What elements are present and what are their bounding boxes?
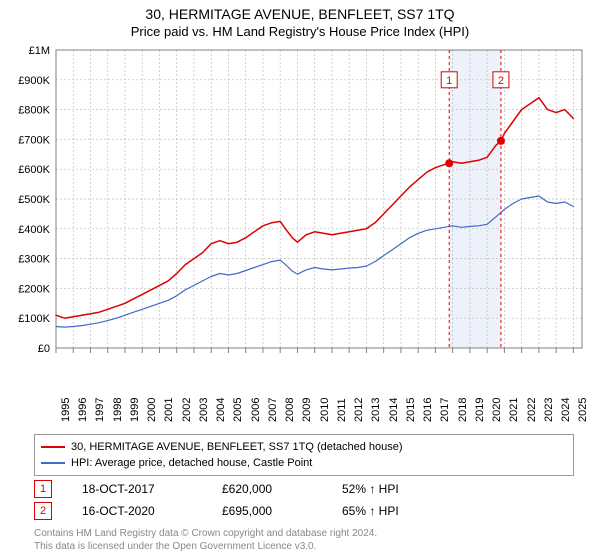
footer-attribution: Contains HM Land Registry data © Crown c… xyxy=(34,528,574,553)
callout-price: £620,000 xyxy=(222,482,312,496)
chart-svg: £0 £100K £200K £300K £400K £500K £600K £700K £80… xyxy=(10,46,590,386)
price-chart: £0 £100K £200K £300K £400K £500K £600K £700K £80… xyxy=(10,46,590,386)
callout-hpi: 52% ↑ HPI xyxy=(342,482,432,496)
x-tick-label: 2016 xyxy=(422,398,434,422)
x-tick-label: 2015 xyxy=(405,398,417,422)
x-tick-label: 2020 xyxy=(491,398,503,422)
svg-text:£200K: £200K xyxy=(18,283,50,295)
x-tick-label: 2017 xyxy=(439,398,451,422)
callout-date: 16-OCT-2020 xyxy=(82,504,192,518)
callout-date: 18-OCT-2017 xyxy=(82,482,192,496)
svg-text:£300K: £300K xyxy=(18,254,50,266)
footer-line-1: Contains HM Land Registry data © Crown c… xyxy=(34,528,574,541)
page-subtitle: Price paid vs. HM Land Registry's House … xyxy=(0,22,600,43)
x-tick-label: 2003 xyxy=(198,398,210,422)
legend-row: 30, HERMITAGE AVENUE, BENFLEET, SS7 1TQ … xyxy=(41,439,567,455)
page-title: 30, HERMITAGE AVENUE, BENFLEET, SS7 1TQ xyxy=(0,0,600,22)
callout-row: 1 18-OCT-2017 £620,000 52% ↑ HPI xyxy=(34,478,574,500)
callout-badge: 1 xyxy=(34,480,52,498)
x-tick-label: 1999 xyxy=(129,398,141,422)
svg-text:£0: £0 xyxy=(38,343,50,355)
callout-price: £695,000 xyxy=(222,504,312,518)
x-tick-label: 2010 xyxy=(319,398,331,422)
legend-swatch xyxy=(41,446,65,448)
x-tick-label: 2012 xyxy=(353,398,365,422)
x-tick-label: 2018 xyxy=(457,398,469,422)
svg-text:£500K: £500K xyxy=(18,194,50,206)
x-tick-label: 2005 xyxy=(232,398,244,422)
x-tick-label: 1996 xyxy=(77,398,89,422)
svg-text:2: 2 xyxy=(498,75,504,87)
svg-text:£400K: £400K xyxy=(18,224,50,236)
x-tick-label: 2021 xyxy=(508,398,520,422)
svg-text:1: 1 xyxy=(446,75,452,87)
legend-label: HPI: Average price, detached house, Cast… xyxy=(71,457,312,469)
svg-text:£900K: £900K xyxy=(18,75,50,87)
x-tick-label: 2009 xyxy=(301,398,313,422)
x-tick-label: 2004 xyxy=(215,398,227,422)
x-tick-label: 2025 xyxy=(577,398,589,422)
legend-swatch xyxy=(41,462,65,464)
x-tick-label: 2001 xyxy=(163,398,175,422)
x-tick-label: 2024 xyxy=(560,398,572,422)
x-tick-label: 2022 xyxy=(526,398,538,422)
x-tick-label: 2008 xyxy=(284,398,296,422)
page: 30, HERMITAGE AVENUE, BENFLEET, SS7 1TQ … xyxy=(0,0,600,560)
x-axis-labels: 1995 1996 1997 1998 1999 2000 2001 2002 2003 2004… xyxy=(56,388,582,436)
footer-line-2: This data is licensed under the Open Gov… xyxy=(34,541,574,554)
x-tick-label: 2006 xyxy=(250,398,262,422)
x-tick-label: 2014 xyxy=(388,398,400,422)
svg-text:£1M: £1M xyxy=(29,46,50,57)
legend: 30, HERMITAGE AVENUE, BENFLEET, SS7 1TQ … xyxy=(34,434,574,476)
svg-text:£600K: £600K xyxy=(18,164,50,176)
svg-text:£700K: £700K xyxy=(18,134,50,146)
svg-text:£800K: £800K xyxy=(18,105,50,117)
x-tick-label: 2023 xyxy=(543,398,555,422)
x-tick-label: 1997 xyxy=(94,398,106,422)
x-tick-label: 2011 xyxy=(336,398,348,422)
callout-badge: 2 xyxy=(34,502,52,520)
x-tick-label: 2013 xyxy=(370,398,382,422)
callout-hpi: 65% ↑ HPI xyxy=(342,504,432,518)
price-callouts: 1 18-OCT-2017 £620,000 52% ↑ HPI 2 16-OCT-202… xyxy=(34,478,574,522)
x-tick-label: 1998 xyxy=(112,398,124,422)
x-tick-label: 2002 xyxy=(181,398,193,422)
x-tick-label: 2019 xyxy=(474,398,486,422)
x-tick-label: 1995 xyxy=(60,398,72,422)
legend-row: HPI: Average price, detached house, Cast… xyxy=(41,455,567,471)
x-tick-label: 2007 xyxy=(267,398,279,422)
legend-label: 30, HERMITAGE AVENUE, BENFLEET, SS7 1TQ … xyxy=(71,441,403,453)
callout-row: 2 16-OCT-2020 £695,000 65% ↑ HPI xyxy=(34,500,574,522)
x-tick-label: 2000 xyxy=(146,398,158,422)
svg-text:£100K: £100K xyxy=(18,313,50,325)
